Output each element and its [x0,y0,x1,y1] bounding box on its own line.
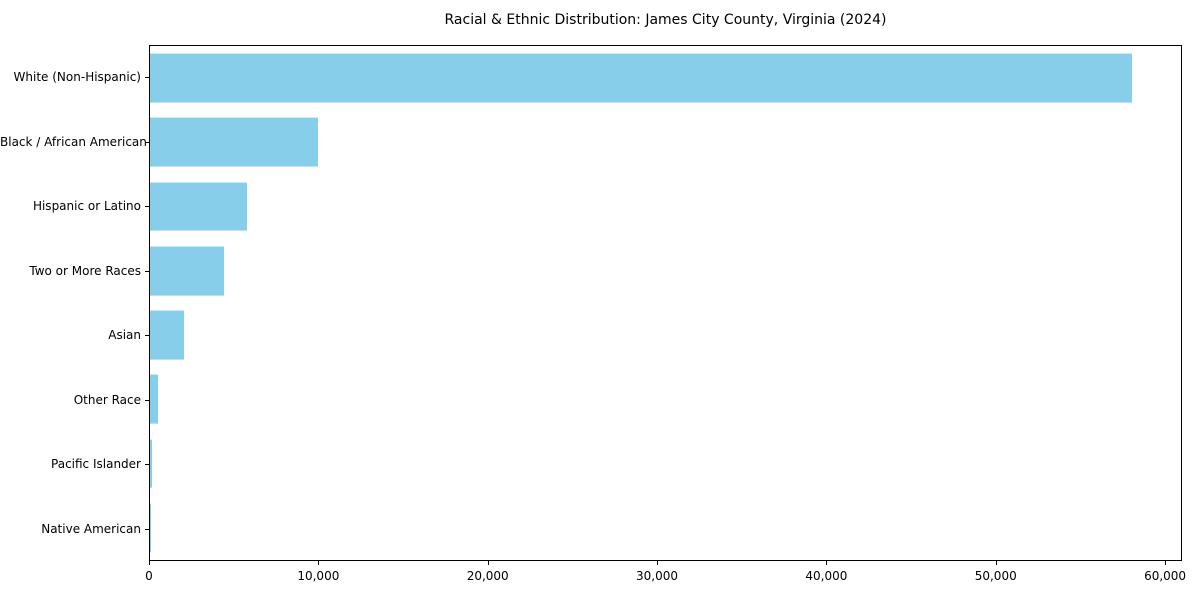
y-tick-label-other-race: Other Race [73,392,141,407]
bar-row-two-or-more-races [150,239,1181,303]
x-tick-mark [657,561,659,565]
bar-row-pacific-islander [150,432,1181,496]
bar-pacific-islander [150,439,152,489]
x-tick-mark [318,561,320,565]
y-tick-mark [145,141,149,143]
x-tick-mark [149,561,150,565]
x-tick-label-50000: 50,000 [974,569,1017,583]
y-tick-mark [145,270,149,272]
bar-row-other-race [150,367,1181,431]
x-tick-label-40000: 40,000 [805,569,848,583]
bar-row-white-non-hispanic [150,46,1181,110]
x-axis: 0 10,000 20,000 30,000 40,000 50,000 60,000 [145,561,1186,591]
y-tick-label-white-non-hispanic: White (Non-Hispanic) [13,70,141,85]
x-tick-mark [487,561,489,565]
bar-black-african-american [150,117,319,167]
y-tick-label-asian: Asian [108,328,141,343]
x-tick-mark [826,561,828,565]
bar-two-or-more-races [150,246,225,296]
y-tick-label-black-african-american: Black / African American [0,134,147,149]
bar-row-native-american [150,496,1181,560]
y-tick-mark [145,77,149,79]
y-tick-mark [145,335,149,337]
bar-row-hispanic-or-latino [150,175,1181,239]
y-tick-label-native-american: Native American [41,521,141,536]
x-tick-label-10000: 10,000 [297,569,340,583]
x-tick-label-60000: 60,000 [1144,569,1187,583]
y-tick-label-hispanic-or-latino: Hispanic or Latino [32,199,141,214]
y-tick-mark [145,399,149,401]
y-tick-mark [145,528,149,530]
y-tick-mark [145,464,149,466]
y-axis-labels: White (Non-Hispanic) Black / African Amer… [0,45,147,561]
bar-native-american [150,503,151,553]
y-tick-label-pacific-islander: Pacific Islander [51,457,141,472]
y-tick-label-two-or-more-races: Two or More Races [29,263,141,278]
bar-row-asian [150,303,1181,367]
bar-asian [150,310,185,360]
x-tick-mark [1165,561,1167,565]
bar-hispanic-or-latino [150,182,247,232]
x-tick-label-0: 0 [145,569,153,583]
y-tick-mark [145,206,149,208]
bar-row-black-african-american [150,110,1181,174]
chart-title: Racial & Ethnic Distribution: James City… [444,12,887,28]
plot-box [149,45,1182,561]
x-tick-label-20000: 20,000 [466,569,509,583]
x-tick-mark [995,561,997,565]
bar-white-non-hispanic [150,53,1132,103]
x-tick-label-30000: 30,000 [636,569,679,583]
bar-other-race [150,374,159,424]
